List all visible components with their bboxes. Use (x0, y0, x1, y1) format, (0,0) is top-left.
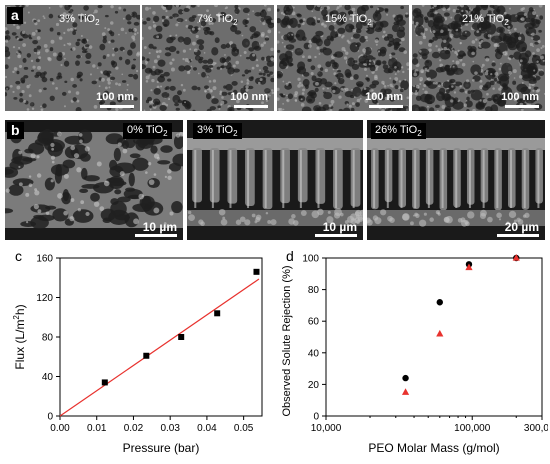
cross-section-texture (367, 138, 545, 227)
sem-image-a3: 15% TiO2 100 nm (277, 5, 409, 111)
y-tick-label: 80 (42, 333, 54, 344)
data-point (178, 334, 185, 340)
scale-bar (135, 234, 177, 237)
x-tick-label: 10,000 (311, 423, 342, 434)
scale-bar (369, 105, 403, 108)
image-label: 7% TiO2 (197, 13, 238, 28)
sem-image-a2: 7% TiO2 100 nm (142, 5, 274, 111)
y-tick-label: 160 (36, 254, 53, 265)
scale-label: 100 nm (230, 91, 268, 103)
image-label: 15% TiO2 (325, 13, 372, 28)
fit-line (59, 278, 260, 417)
x-axis-label: Pressure (bar) (123, 441, 200, 455)
x-tick-label: 0.01 (87, 423, 107, 434)
y-tick-label: 0 (47, 412, 53, 423)
sem-image-b2: 3% TiO2 10 µm (187, 120, 363, 240)
image-label: 3% TiO2 (193, 123, 242, 140)
y-tick-label: 40 (42, 372, 54, 383)
data-point (143, 352, 150, 359)
porous-texture (142, 5, 274, 111)
x-axis-label: PEO Molar Mass (g/mol) (368, 441, 499, 455)
y-tick-label: 0 (313, 412, 319, 423)
scale-bar (505, 105, 539, 108)
plot-frame (59, 257, 263, 417)
data-point (214, 310, 221, 317)
scale-bar (234, 105, 268, 108)
y-axis-label: Observed Solute Rejection (%) (281, 265, 293, 416)
porous-texture (277, 5, 409, 111)
sem-image-b1: b 0% TiO2 10 µm (5, 120, 183, 240)
x-tick-label: 0.03 (160, 423, 180, 434)
data-point-triangle (465, 263, 473, 271)
panel-letter-d: d (286, 248, 294, 264)
scale-label: 100 nm (365, 91, 403, 103)
sem-image-a4: 21% TiO2 100 nm (412, 5, 545, 111)
data-point-circle (402, 374, 409, 382)
data-point (253, 268, 260, 275)
x-tick-label: 300,000 (524, 423, 548, 434)
x-tick-label: 100,000 (454, 423, 491, 434)
image-label: 0% TiO2 (123, 123, 172, 140)
y-tick-label: 80 (308, 285, 320, 296)
y-tick-label: 100 (302, 254, 319, 265)
plot-frame (325, 257, 543, 417)
x-tick-label: 0.05 (234, 423, 254, 434)
rejection-molar-mass-chart: 10,000 100,000 300,000 0 20 40 60 80 100 PEO Mola… (281, 254, 548, 456)
scale-label: 100 nm (501, 91, 539, 103)
y-tick-label: 40 (308, 348, 320, 359)
porous-texture (5, 5, 140, 111)
y-tick-label: 60 (308, 317, 320, 328)
scale-label: 20 µm (504, 220, 539, 234)
image-label: 21% TiO2 (462, 13, 509, 28)
x-tick-label: 0.04 (197, 423, 217, 434)
panel-letter-c: c (15, 248, 22, 264)
scale-bar (315, 234, 357, 237)
panel-letter-b: b (7, 122, 24, 139)
y-tick-label: 20 (308, 380, 320, 391)
sem-image-a1: a 3% TiO2 100 nm (5, 5, 140, 111)
panel-letter-a: a (7, 7, 23, 24)
y-tick-label: 120 (36, 293, 53, 304)
flux-pressure-chart: 0.00 0.01 0.02 0.03 0.04 0.05 0 40 80 120 160 Press… (12, 254, 263, 455)
scale-label: 10 µm (142, 220, 177, 234)
image-label: 3% TiO2 (59, 13, 100, 28)
scale-bar (497, 234, 539, 237)
scale-label: 100 nm (96, 91, 134, 103)
data-point-triangle (436, 329, 444, 337)
x-tick-label: 0.02 (124, 423, 144, 434)
y-axis-label: Flux (L/m2h) (12, 304, 27, 369)
scale-label: 10 µm (322, 220, 357, 234)
data-point-triangle (401, 388, 410, 395)
scale-bar (100, 105, 134, 108)
sem-image-b3: 26% TiO2 20 µm (367, 120, 545, 240)
data-point (101, 379, 108, 386)
image-label: 26% TiO2 (371, 123, 426, 140)
data-point-circle (436, 299, 443, 306)
data-point-triangle (512, 254, 520, 261)
x-tick-label: 0.00 (50, 423, 70, 434)
cross-section-texture (187, 138, 363, 227)
porous-texture (412, 5, 545, 111)
